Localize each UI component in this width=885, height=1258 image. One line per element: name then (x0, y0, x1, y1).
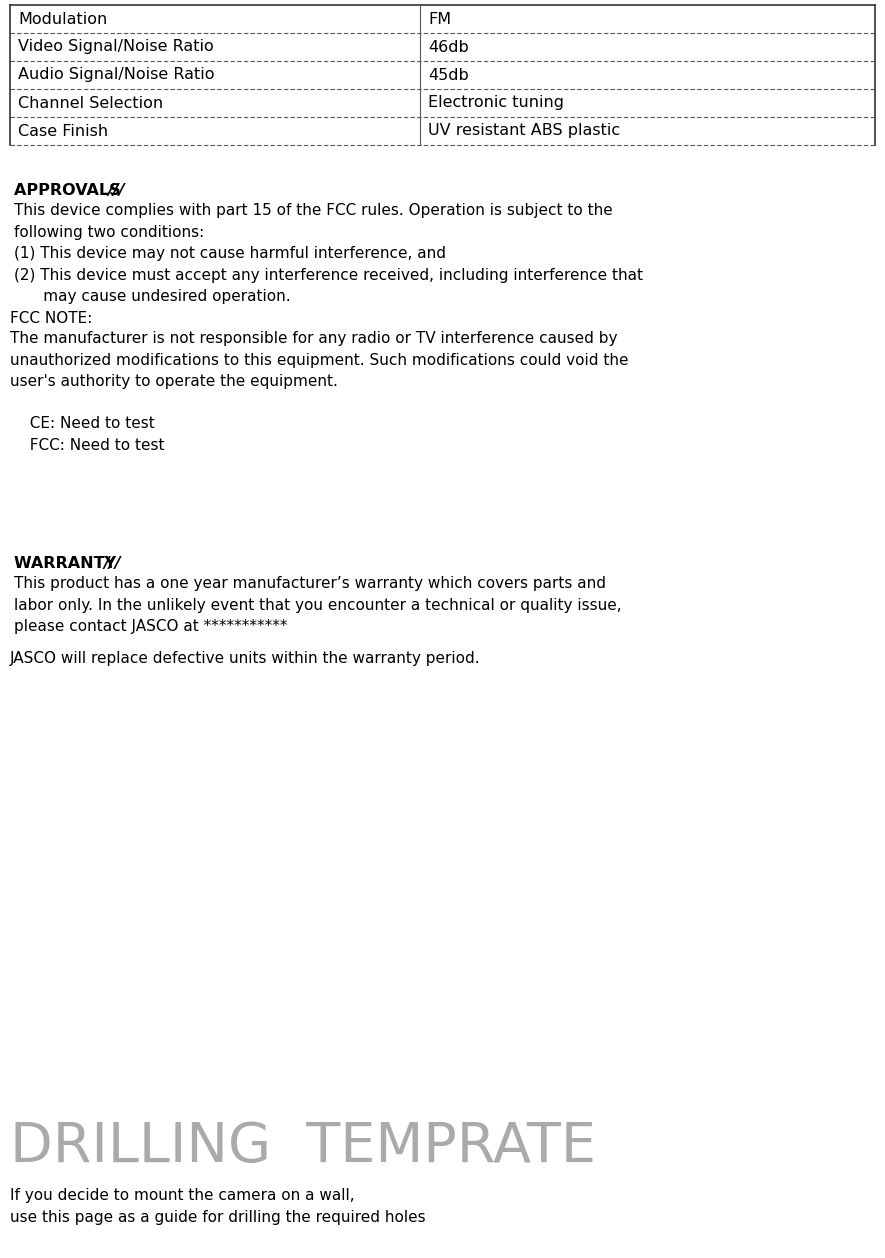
Text: Case Finish: Case Finish (18, 123, 108, 138)
Text: 45db: 45db (428, 68, 469, 83)
Text: JASCO will replace defective units within the warranty period.: JASCO will replace defective units withi… (10, 650, 481, 665)
Text: Electronic tuning: Electronic tuning (428, 96, 564, 111)
Text: Audio Signal/Noise Ratio: Audio Signal/Noise Ratio (18, 68, 214, 83)
Text: Video Signal/Noise Ratio: Video Signal/Noise Ratio (18, 39, 214, 54)
Text: DRILLING  TEMPRATE: DRILLING TEMPRATE (10, 1120, 596, 1174)
Text: The manufacturer is not responsible for any radio or TV interference caused by
u: The manufacturer is not responsible for … (10, 331, 628, 389)
Text: 46db: 46db (428, 39, 469, 54)
Text: Modulation: Modulation (18, 11, 107, 26)
Text: ///: /// (108, 182, 126, 198)
Text: FM: FM (428, 11, 451, 26)
Text: ///: /// (104, 556, 121, 571)
Text: FCC NOTE:: FCC NOTE: (10, 311, 92, 326)
Text: Channel Selection: Channel Selection (18, 96, 163, 111)
Text: If you decide to mount the camera on a wall,
use this page as a guide for drilli: If you decide to mount the camera on a w… (10, 1188, 426, 1225)
Text: UV resistant ABS plastic: UV resistant ABS plastic (428, 123, 620, 138)
Text: APPROVALS: APPROVALS (14, 182, 127, 198)
Text: WARRANTY: WARRANTY (14, 556, 122, 571)
Text: This product has a one year manufacturer’s warranty which covers parts and
labor: This product has a one year manufacturer… (14, 576, 621, 634)
Text: CE: Need to test
  FCC: Need to test: CE: Need to test FCC: Need to test (20, 416, 165, 453)
Text: This device complies with part 15 of the FCC rules. Operation is subject to the
: This device complies with part 15 of the… (14, 203, 643, 304)
